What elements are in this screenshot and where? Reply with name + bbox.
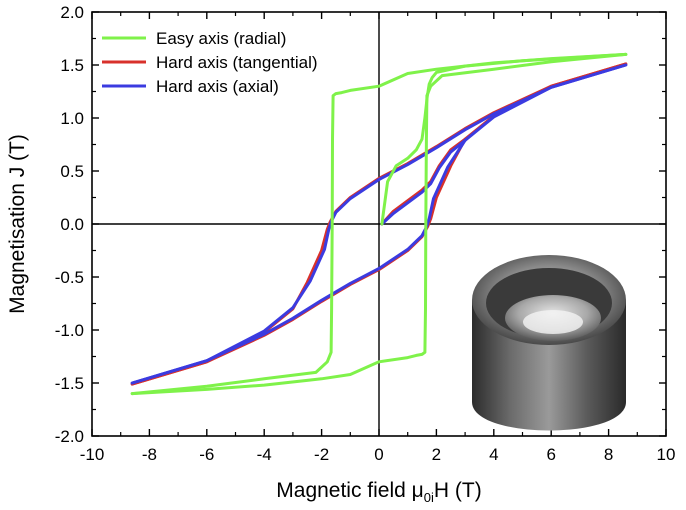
ring-magnet-photo: [472, 255, 626, 431]
series-easy-axis-radial-line: [130, 52, 628, 396]
x-tick-label: -2: [314, 445, 329, 464]
y-axis-ticks: -2.0 -1.5 -1.0 -0.5 0.0 0.5 1.0 1.5 2.0: [55, 3, 666, 446]
x-tick-label: 8: [604, 445, 613, 464]
x-tick-label: 4: [489, 445, 498, 464]
legend-label: Hard axis (tangential): [156, 53, 318, 72]
y-tick-label: 0.5: [60, 162, 84, 181]
legend-label: Easy axis (radial): [156, 29, 286, 48]
x-axis-title-mu: μ: [412, 479, 424, 502]
x-axis-ticks: -10 -8 -6 -4 -2 0 2 4 6 8 10: [80, 12, 676, 464]
y-tick-label: -1.0: [55, 321, 84, 340]
y-tick-label: 0.0: [60, 215, 84, 234]
x-axis-title-text: Magnetic field: [276, 479, 411, 502]
y-tick-label: 1.5: [60, 56, 84, 75]
x-axis-title-unit: H (T): [434, 479, 482, 502]
x-tick-label: 6: [546, 445, 555, 464]
y-axis-title: Magnetisation J (T): [6, 134, 29, 314]
y-tick-label: 2.0: [60, 3, 84, 22]
x-tick-label: 2: [432, 445, 441, 464]
x-tick-label: -4: [257, 445, 272, 464]
x-tick-label: -10: [80, 445, 105, 464]
series-layer: [130, 52, 628, 396]
y-tick-label: 1.0: [60, 109, 84, 128]
x-axis-title-subscript: 0i: [424, 490, 434, 505]
x-tick-label: -6: [199, 445, 214, 464]
x-tick-label: -8: [142, 445, 157, 464]
legend: Easy axis (radial) Hard axis (tangential)…: [102, 29, 318, 96]
series-easy-axis-radial-line: [380, 52, 628, 226]
zero-lines: [92, 12, 666, 436]
series-hard-axis-axial-line: [130, 63, 628, 385]
legend-label: Hard axis (axial): [156, 77, 279, 96]
y-tick-label: -1.5: [55, 374, 84, 393]
y-tick-label: -0.5: [55, 268, 84, 287]
x-tick-label: 0: [374, 445, 383, 464]
x-tick-label: 10: [657, 445, 676, 464]
y-tick-label: -2.0: [55, 427, 84, 446]
series-hard-axis-axial-line: [130, 63, 628, 385]
x-axis-title: Magnetic field μ0iH (T): [276, 479, 481, 505]
ring-magnet-highlight: [523, 310, 583, 334]
series-easy-axis-radial-line: [130, 52, 628, 396]
